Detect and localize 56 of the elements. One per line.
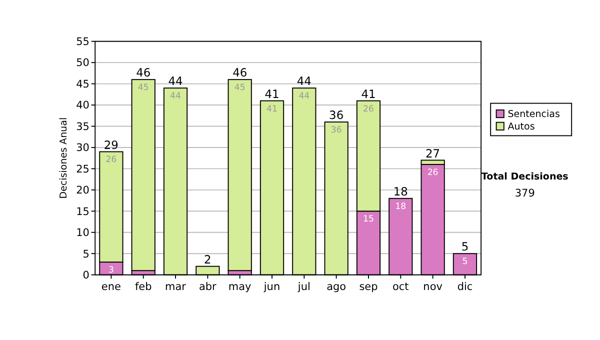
total-label: 18 bbox=[393, 184, 408, 199]
data-label: 36 bbox=[330, 125, 342, 136]
y-tick-label: 40 bbox=[76, 100, 90, 112]
x-tick-label: jun bbox=[262, 281, 280, 294]
y-tick-label: 30 bbox=[76, 142, 90, 154]
y-tick-label: 45 bbox=[76, 78, 90, 90]
data-label: 5 bbox=[462, 257, 468, 268]
total-label: 46 bbox=[136, 66, 151, 80]
total-label: 2 bbox=[204, 252, 212, 266]
data-label: 15 bbox=[363, 214, 374, 225]
x-tick-label: dic bbox=[457, 281, 473, 294]
y-tick-label: 15 bbox=[76, 206, 90, 218]
x-tick-label: feb bbox=[134, 281, 152, 294]
bar bbox=[228, 79, 252, 272]
data-label: 41 bbox=[266, 104, 278, 114]
x-tick-label: may bbox=[228, 281, 252, 294]
total-label: 44 bbox=[168, 74, 183, 88]
legend-label: Autos bbox=[508, 122, 535, 132]
legend-label: Sentencias bbox=[508, 109, 560, 120]
x-tick-label: ago bbox=[326, 281, 346, 294]
x-tick-label: nov bbox=[423, 281, 442, 294]
total-label: 44 bbox=[296, 74, 312, 88]
x-tick-label: oct bbox=[392, 281, 409, 294]
y-tick-label: 35 bbox=[76, 120, 90, 133]
data-label: 45 bbox=[138, 83, 149, 94]
x-tick-label: ene bbox=[101, 281, 121, 294]
text: Total Decisiones bbox=[481, 172, 569, 183]
y-tick-label: 55 bbox=[76, 36, 90, 48]
data-label: 26 bbox=[106, 155, 117, 166]
x-tick-label: sep bbox=[359, 281, 378, 294]
y-tick-label: 25 bbox=[76, 163, 90, 176]
total-label: 29 bbox=[104, 138, 118, 152]
x-tick-label: abr bbox=[198, 281, 218, 294]
data-label: 26 bbox=[427, 168, 438, 178]
data-label: 45 bbox=[234, 83, 246, 94]
total-label: 41 bbox=[264, 86, 280, 101]
data-label: 18 bbox=[395, 202, 406, 212]
total-label: 27 bbox=[426, 146, 440, 160]
total-label: 36 bbox=[329, 108, 344, 122]
data-label: 44 bbox=[170, 92, 181, 102]
data-label: 26 bbox=[363, 104, 374, 114]
data-label: 44 bbox=[298, 92, 310, 102]
x-tick-label: mar bbox=[165, 281, 187, 294]
text: 379 bbox=[514, 188, 535, 200]
x-tick-label: jul bbox=[296, 281, 310, 294]
total-label: 46 bbox=[232, 66, 248, 80]
bar bbox=[131, 79, 156, 272]
data-label: 3 bbox=[108, 266, 114, 276]
y-tick-label: 10 bbox=[76, 227, 90, 240]
y-tick-label: 20 bbox=[76, 184, 90, 197]
y-axis-title: Decisiones Anual bbox=[58, 117, 70, 199]
y-tick-label: 50 bbox=[76, 57, 90, 70]
total-label: 41 bbox=[361, 86, 376, 101]
y-tick-label: 0 bbox=[82, 269, 90, 282]
total-label: 5 bbox=[461, 240, 469, 254]
y-tick-label: 5 bbox=[82, 248, 90, 260]
